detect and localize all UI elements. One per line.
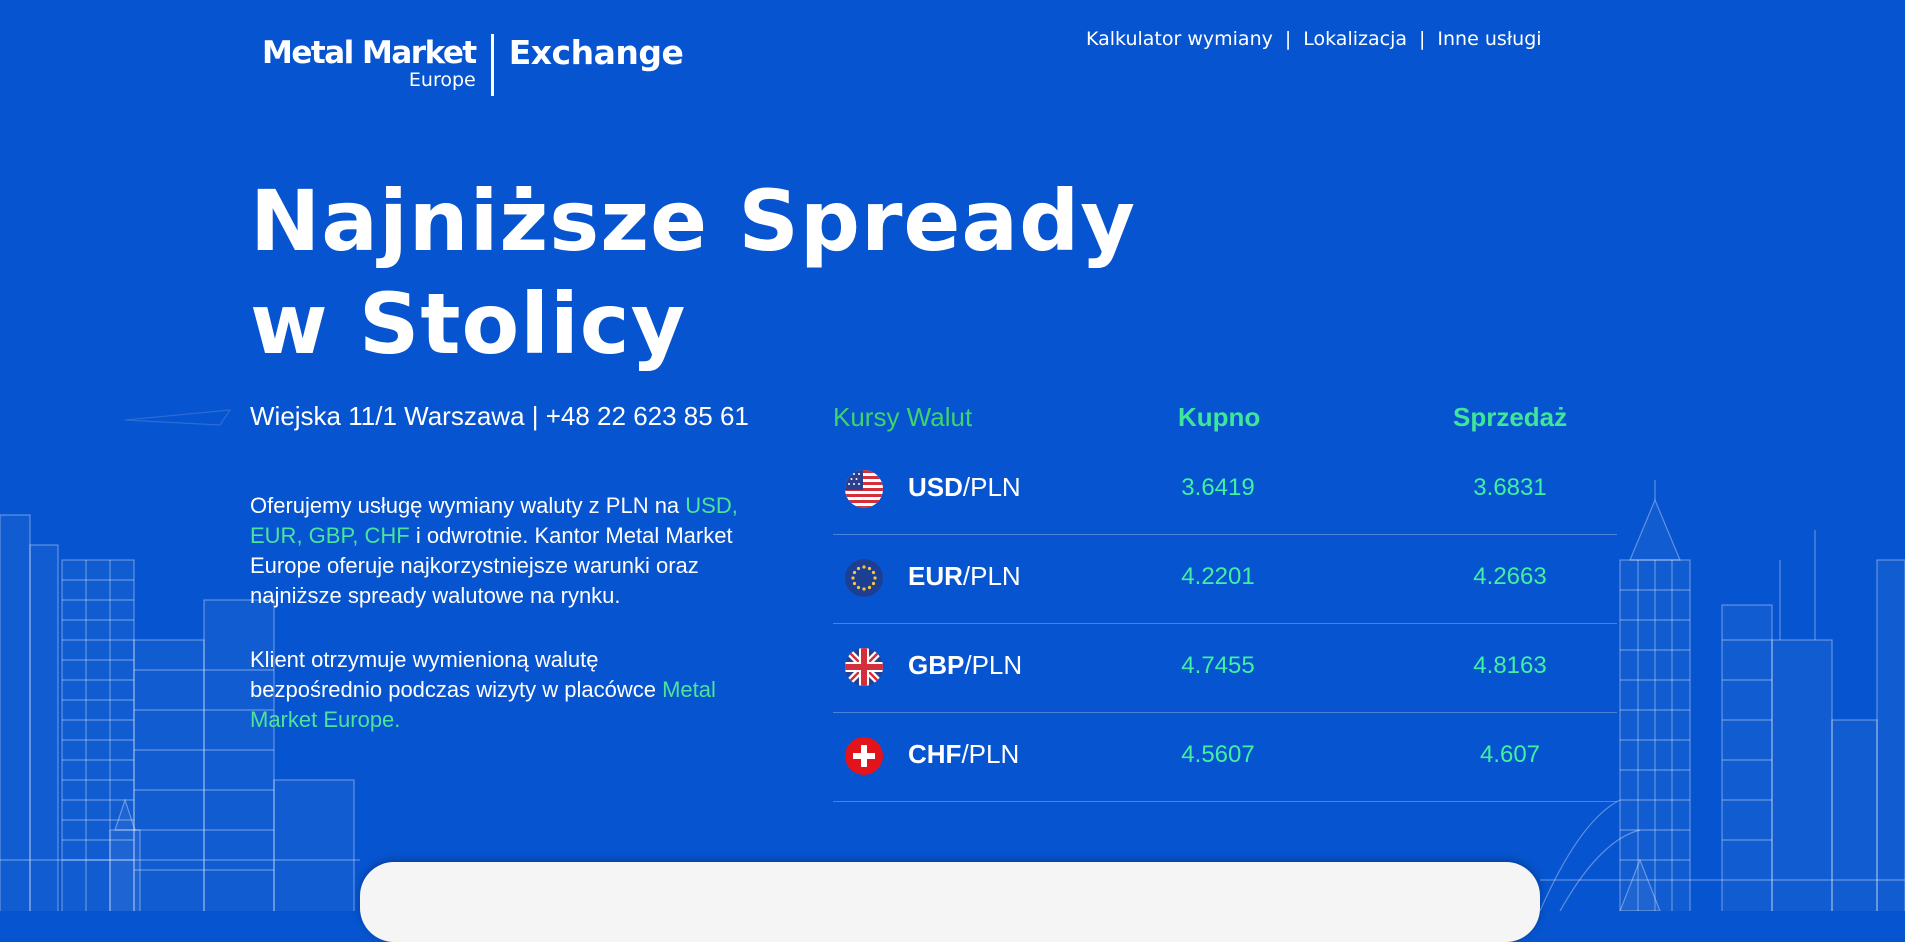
buy-rate: 4.7455 bbox=[1181, 652, 1255, 679]
uk-flag-icon bbox=[845, 648, 883, 686]
currency-pair: USD/PLN bbox=[908, 472, 1021, 503]
buy-rate: 3.6419 bbox=[1181, 474, 1255, 501]
currency-pair: EUR/PLN bbox=[908, 561, 1021, 592]
desc-currencies-highlight: USD, EUR, GBP, CHF bbox=[250, 493, 738, 548]
exchange-rates-table: Kursy Walut Kupno Sprzedaż USD/PLN 3.641… bbox=[833, 398, 1617, 802]
logo-subtitle: Europe bbox=[408, 69, 476, 91]
logo-name: Metal Market bbox=[262, 35, 477, 71]
desc-brand-highlight: Metal Market Europe. bbox=[250, 677, 716, 732]
contact-address: Wiejska 11/1 Warszawa | +48 22 623 85 61 bbox=[250, 401, 749, 431]
logo-product: Exchange bbox=[508, 33, 684, 72]
currency-pair: CHF/PLN bbox=[908, 739, 1019, 770]
base-currency: USD bbox=[908, 472, 963, 502]
desc-text: Klient otrzymuje wymienioną walutę bezpo… bbox=[250, 647, 663, 702]
client-description: Klient otrzymuje wymienioną walutę bezpo… bbox=[250, 645, 720, 735]
hero-title-line1: Najniższe Spready bbox=[250, 172, 1136, 270]
eu-flag-icon bbox=[845, 559, 883, 597]
sell-rate: 4.2663 bbox=[1473, 563, 1547, 590]
currency-pair: GBP/PLN bbox=[908, 650, 1022, 681]
sell-rate: 4.607 bbox=[1479, 741, 1541, 768]
quote-currency: /PLN bbox=[962, 561, 1021, 591]
rate-row-usd: USD/PLN 3.6419 3.6831 bbox=[833, 446, 1617, 535]
rate-row-gbp: GBP/PLN 4.7455 4.8163 bbox=[833, 624, 1617, 713]
hero-title: Najniższe Spready w Stolicy bbox=[250, 170, 1136, 376]
nav-link-location[interactable]: Lokalizacja bbox=[1303, 28, 1407, 50]
buy-rate: 4.5607 bbox=[1181, 741, 1255, 768]
rates-header: Kursy Walut Kupno Sprzedaż bbox=[833, 398, 1617, 438]
buy-column-header: Kupno bbox=[1178, 402, 1261, 432]
hero-title-line2: w Stolicy bbox=[250, 275, 687, 373]
nav-separator: | bbox=[1284, 28, 1292, 50]
top-nav: Kalkulator wymiany | Lokalizacja | Inne … bbox=[1086, 28, 1542, 50]
rate-row-chf: CHF/PLN 4.5607 4.607 bbox=[833, 713, 1617, 802]
logo-wordmark: Metal Market Europe bbox=[262, 34, 477, 91]
base-currency: EUR bbox=[908, 561, 963, 591]
nav-separator: | bbox=[1419, 28, 1426, 50]
sell-rate: 3.6831 bbox=[1473, 474, 1547, 501]
rates-title: Kursy Walut bbox=[833, 402, 973, 432]
desc-text: Oferujemy usługę wymiany waluty z PLN na bbox=[250, 493, 686, 518]
quote-currency: /PLN bbox=[961, 739, 1020, 769]
base-currency: CHF bbox=[908, 739, 962, 769]
us-flag-icon bbox=[845, 470, 883, 508]
nav-link-calculator[interactable]: Kalkulator wymiany bbox=[1086, 28, 1273, 50]
quote-currency: /PLN bbox=[964, 650, 1023, 680]
brand-logo[interactable]: Metal Market Europe Exchange bbox=[262, 33, 684, 96]
sell-rate: 4.8163 bbox=[1473, 652, 1547, 679]
desc-text: i odwrotnie. Kantor Metal Market Europe … bbox=[250, 523, 733, 608]
quote-currency: /PLN bbox=[962, 472, 1021, 502]
sell-column-header: Sprzedaż bbox=[1453, 402, 1568, 432]
buy-rate: 4.2201 bbox=[1181, 563, 1255, 590]
ch-flag-icon bbox=[845, 737, 883, 775]
rate-row-eur: EUR/PLN 4.2201 4.2663 bbox=[833, 535, 1617, 624]
calculator-card bbox=[360, 862, 1540, 942]
base-currency: GBP bbox=[908, 650, 965, 680]
service-description: Oferujemy usługę wymiany waluty z PLN na… bbox=[250, 491, 790, 611]
nav-link-other-services[interactable]: Inne usługi bbox=[1437, 28, 1542, 50]
logo-divider bbox=[490, 34, 494, 96]
